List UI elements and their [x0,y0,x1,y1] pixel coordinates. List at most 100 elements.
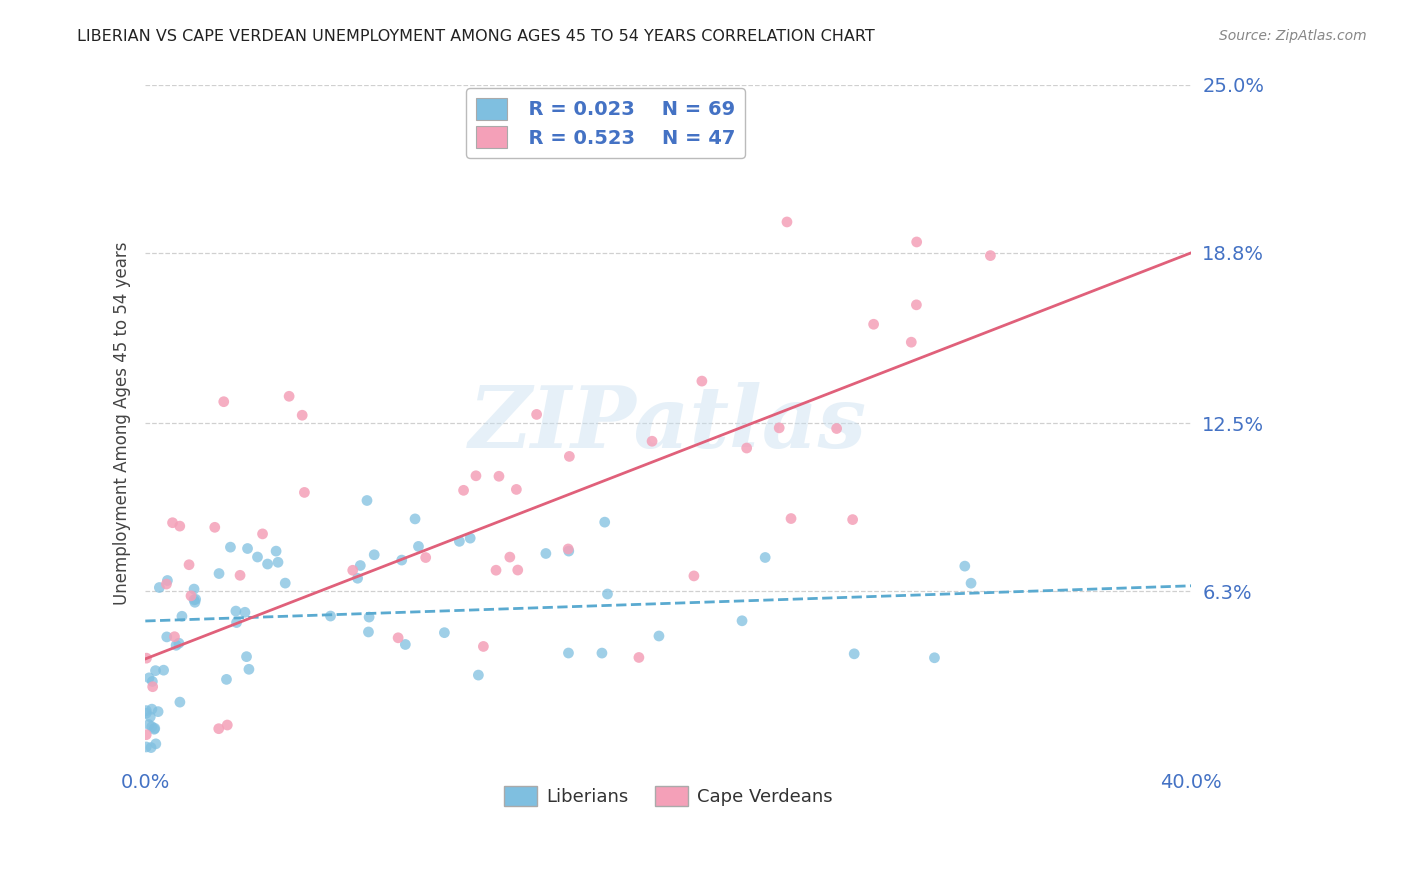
Point [238,662,260,676]
Point [267,555,290,569]
Point [141,720,163,734]
Point [215,673,238,687]
Point [139,710,162,724]
Point [143,722,166,736]
Point [135,739,157,754]
Point [506,563,529,577]
Point [208,722,231,736]
Point [731,614,754,628]
Point [780,511,803,525]
Point [145,737,167,751]
Point [183,582,205,596]
Point [148,581,170,595]
Point [349,558,371,573]
Point [924,650,946,665]
Point [212,394,235,409]
Point [754,550,776,565]
Point [627,650,650,665]
Point [278,389,301,403]
Point [252,527,274,541]
Point [485,563,508,577]
Point [558,450,581,464]
Point [526,408,548,422]
Point [641,434,664,449]
Point [145,664,167,678]
Point [841,513,863,527]
Point [184,595,207,609]
Point [155,577,177,591]
Point [135,728,157,742]
Point [184,592,207,607]
Point [319,609,342,624]
Point [534,547,557,561]
Text: ZIPatlas: ZIPatlas [470,382,868,465]
Point [404,512,426,526]
Point [135,651,157,665]
Point [169,695,191,709]
Point [465,468,488,483]
Point [208,566,231,581]
Point [359,610,381,624]
Y-axis label: Unemployment Among Ages 45 to 54 years: Unemployment Among Ages 45 to 54 years [114,242,131,605]
Point [458,531,481,545]
Point [953,559,976,574]
Point [591,646,613,660]
Point [219,540,242,554]
Point [138,671,160,685]
Point [141,702,163,716]
Point [183,592,205,607]
Point [256,557,278,571]
Point [387,631,409,645]
Point [135,704,157,718]
Point [139,740,162,755]
Point [363,548,385,562]
Point [225,615,247,630]
Text: Source: ZipAtlas.com: Source: ZipAtlas.com [1219,29,1367,43]
Legend: Liberians, Cape Verdeans: Liberians, Cape Verdeans [498,779,839,814]
Point [449,534,471,549]
Point [735,441,758,455]
Point [467,668,489,682]
Point [142,680,165,694]
Point [844,647,866,661]
Point [472,640,495,654]
Point [905,235,928,249]
Point [225,604,247,618]
Point [170,609,193,624]
Point [690,374,713,388]
Point [229,568,252,582]
Point [156,630,179,644]
Point [776,215,799,229]
Point [900,335,922,350]
Point [138,717,160,731]
Point [905,298,928,312]
Point [593,515,616,529]
Point [415,550,437,565]
Point [169,519,191,533]
Point [291,409,314,423]
Point [264,544,287,558]
Point [162,516,184,530]
Point [453,483,475,498]
Point [204,520,226,534]
Point [960,576,983,591]
Point [236,541,259,556]
Point [143,723,166,737]
Point [163,630,186,644]
Point [165,638,187,652]
Point [488,469,510,483]
Point [235,649,257,664]
Point [768,421,790,435]
Point [408,540,430,554]
Point [391,553,413,567]
Point [596,587,619,601]
Point [167,636,190,650]
Point [862,318,884,332]
Point [156,574,179,588]
Point [499,550,522,565]
Point [648,629,671,643]
Point [141,674,163,689]
Point [357,624,380,639]
Point [217,718,239,732]
Point [233,605,256,619]
